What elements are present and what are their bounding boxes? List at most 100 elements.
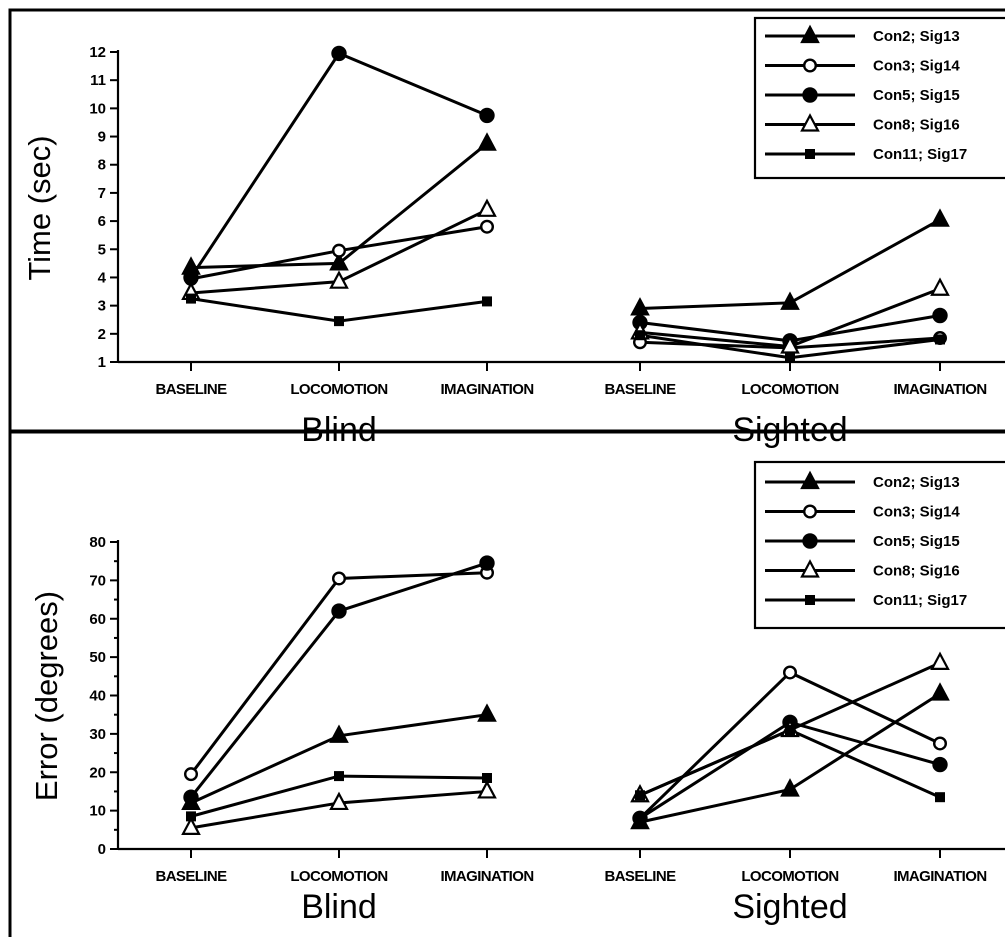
- error-legend-label: Con8; Sig16: [873, 563, 960, 580]
- time-data-point: [630, 297, 650, 316]
- time-y-tick-label: 7: [98, 185, 106, 202]
- time-data-point: [935, 334, 945, 345]
- time-legend-marker: [800, 113, 820, 132]
- time-y-tick-label: 9: [98, 129, 106, 146]
- time-y-tick-label: 4: [98, 269, 107, 286]
- error-legend-marker: [800, 559, 820, 578]
- error-chart-panel: 0 10 20 30 40 50 60 70 80 BASELINE LOCOMOTION IMAGI…: [8, 430, 1005, 937]
- time-y-tick-label: 5: [98, 241, 106, 258]
- time-legend-label: Con3; Sig14: [873, 58, 960, 75]
- error-y-tick-label: 40: [89, 688, 106, 705]
- time-group-label: Blind: [301, 411, 377, 449]
- error-data-point: [632, 810, 648, 826]
- error-data-point: [332, 571, 347, 586]
- error-legend-label: Con2; Sig13: [873, 474, 960, 491]
- time-legend-box: [753, 16, 1005, 180]
- time-category-label: BASELINE: [604, 381, 676, 398]
- error-group-label: Sighted: [732, 888, 847, 926]
- error-data-point: [785, 725, 795, 736]
- error-legend-marker: [803, 504, 818, 519]
- time-legend-marker: [802, 87, 818, 103]
- time-data-point: [329, 270, 349, 289]
- time-legend-label: Con11; Sig17: [873, 146, 967, 163]
- time-y-tick-label: 1: [98, 354, 106, 371]
- error-data-point: [930, 651, 950, 670]
- time-y-axis-label: Time (sec): [22, 135, 57, 280]
- error-category-label: IMAGINATION: [893, 868, 986, 885]
- error-y-tick-label: 80: [89, 534, 106, 551]
- error-legend-label: Con5; Sig15: [873, 533, 960, 550]
- time-category-label: LOCOMOTION: [741, 381, 838, 398]
- error-category-label: BASELINE: [604, 868, 676, 885]
- error-data-point: [477, 703, 497, 722]
- time-y-tick-label: 10: [89, 100, 106, 117]
- error-legend-label: Con11; Sig17: [873, 592, 967, 609]
- error-legend-label: Con3; Sig14: [873, 504, 960, 521]
- error-panel-border: [8, 430, 1005, 937]
- error-y-tick-label: 20: [89, 764, 106, 781]
- time-data-point: [477, 132, 497, 151]
- error-data-point: [635, 790, 645, 801]
- time-legend-label: Con8; Sig16: [873, 117, 960, 134]
- error-series-line: [639, 692, 941, 824]
- error-data-point: [183, 767, 198, 782]
- time-data-point: [480, 219, 495, 234]
- error-category-label: IMAGINATION: [440, 868, 533, 885]
- error-category-label: LOCOMOTION: [290, 868, 387, 885]
- error-y-tick-label: 0: [98, 841, 106, 858]
- error-y-tick-label: 30: [89, 726, 106, 743]
- error-data-point: [331, 603, 347, 619]
- time-category-label: IMAGINATION: [440, 381, 533, 398]
- time-y-tick-label: 3: [98, 298, 106, 315]
- time-y-tick-label: 2: [98, 326, 106, 343]
- time-data-point: [932, 307, 948, 324]
- error-group-label: Blind: [301, 888, 377, 926]
- error-data-point: [783, 665, 798, 680]
- error-data-point: [933, 736, 948, 751]
- time-legend: Con2; Sig13 Con3; Sig14 Con5; Sig15 Con8; S…: [753, 16, 1005, 180]
- time-data-point: [331, 45, 347, 62]
- error-y-tick-label: 10: [89, 803, 106, 820]
- error-y-axis-label: Error (degrees): [29, 591, 64, 801]
- error-y-tick-label: 70: [89, 572, 106, 589]
- error-data-point: [482, 773, 492, 784]
- error-data-point: [935, 792, 945, 803]
- error-series-line: [189, 561, 488, 799]
- time-y-tick-label: 8: [98, 157, 106, 174]
- time-data-point: [635, 330, 645, 341]
- time-data-point: [479, 107, 495, 124]
- time-data-point: [930, 208, 950, 227]
- time-category-label: LOCOMOTION: [290, 381, 387, 398]
- error-category-label: BASELINE: [155, 868, 227, 885]
- time-legend-marker: [803, 58, 818, 73]
- error-series-line: [189, 571, 488, 776]
- time-data-point: [329, 252, 349, 271]
- error-data-point: [329, 724, 349, 743]
- error-y-tick-label: 50: [89, 649, 106, 666]
- error-category-label: LOCOMOTION: [741, 868, 838, 885]
- time-legend-label: Con2; Sig13: [873, 28, 960, 45]
- error-data-point: [334, 771, 344, 782]
- error-legend-marker: [802, 533, 818, 549]
- error-legend-marker: [800, 470, 820, 490]
- time-data-point: [785, 352, 795, 363]
- time-data-point: [930, 277, 950, 296]
- error-data-point: [183, 789, 199, 805]
- time-data-point: [780, 291, 800, 310]
- time-y-tick-label: 11: [90, 72, 106, 89]
- error-data-point: [186, 811, 196, 822]
- error-data-point: [477, 780, 497, 799]
- error-legend-marker: [805, 595, 815, 605]
- time-y-tick-label: 6: [98, 213, 106, 230]
- time-legend-label: Con5; Sig15: [873, 87, 960, 104]
- time-data-point: [477, 198, 497, 217]
- error-data-point: [932, 756, 948, 773]
- time-category-label: IMAGINATION: [893, 381, 986, 398]
- time-data-point: [334, 316, 344, 327]
- error-data-point: [780, 778, 800, 797]
- time-data-point: [332, 243, 347, 258]
- time-legend-marker: [805, 149, 815, 159]
- time-legend-marker: [800, 24, 820, 44]
